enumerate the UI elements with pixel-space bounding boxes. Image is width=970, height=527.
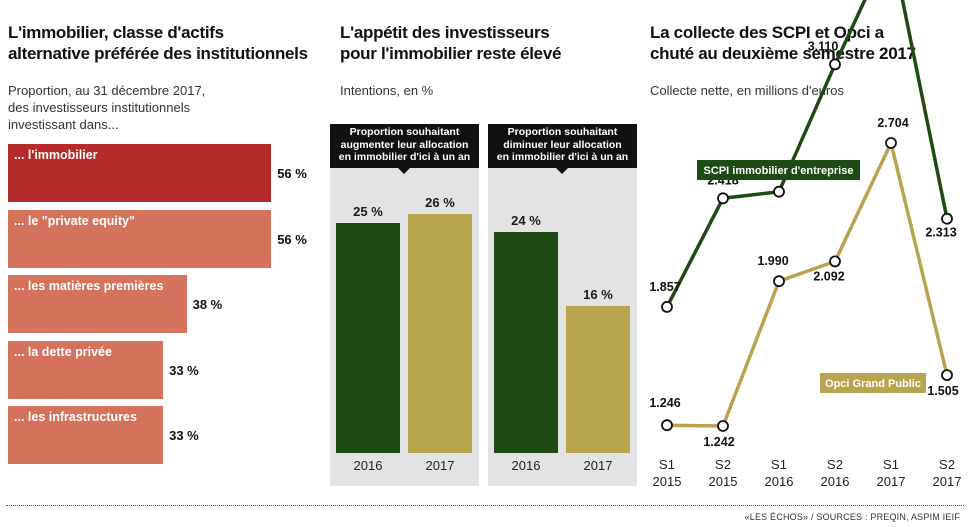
x-tick-year-label: 2016 <box>821 474 850 489</box>
data-point-marker <box>830 59 840 69</box>
data-label: 1.246 <box>649 396 680 410</box>
data-point-marker <box>774 276 784 286</box>
source-credit: «LES ÉCHOS» / SOURCES : PREQIN, ASPIM IE… <box>745 512 960 522</box>
data-point-marker <box>830 256 840 266</box>
data-label: 1.242 <box>703 435 734 449</box>
series-name-label: Opci Grand Public <box>825 378 921 390</box>
line-chart: 1.8572.4182.4523.1103.7342.3131.2461.242… <box>0 0 970 527</box>
x-tick-year-label: 2015 <box>709 474 738 489</box>
x-tick-year-label: 2017 <box>933 474 962 489</box>
x-tick-label: S2 <box>827 457 843 472</box>
data-label: 2.704 <box>877 116 908 130</box>
data-label: 1.505 <box>927 384 958 398</box>
data-point-marker <box>662 302 672 312</box>
x-tick-year-label: 2015 <box>653 474 682 489</box>
x-tick-label: S1 <box>771 457 787 472</box>
x-tick-year-label: 2016 <box>765 474 794 489</box>
data-point-marker <box>662 420 672 430</box>
footer-divider <box>6 505 964 506</box>
x-tick-label: S1 <box>883 457 899 472</box>
x-tick-year-label: 2017 <box>877 474 906 489</box>
series-name-label: SCPI immobilier d'entreprise <box>704 165 854 177</box>
data-point-marker <box>774 187 784 197</box>
data-point-marker <box>942 214 952 224</box>
data-label: 1.990 <box>757 254 788 268</box>
data-point-marker <box>886 138 896 148</box>
data-label: 2.313 <box>925 226 956 240</box>
x-tick-label: S1 <box>659 457 675 472</box>
data-point-marker <box>718 193 728 203</box>
data-label: 1.857 <box>649 280 680 294</box>
data-point-marker <box>942 370 952 380</box>
x-tick-label: S2 <box>715 457 731 472</box>
data-point-marker <box>718 421 728 431</box>
x-tick-label: S2 <box>939 457 955 472</box>
data-label: 3.110 <box>808 39 839 53</box>
data-label: 2.092 <box>813 269 844 283</box>
